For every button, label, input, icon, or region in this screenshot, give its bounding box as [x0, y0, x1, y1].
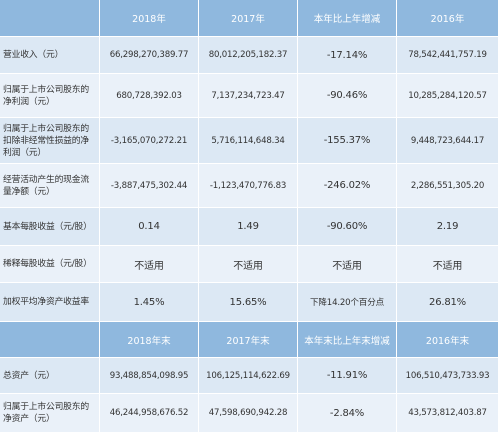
- row-roe: 加权平均净资产收益率 1.45% 15.65% 下降14.20个百分点 26.8…: [0, 283, 499, 322]
- row-total-assets: 总资产（元） 93,488,854,098.95 106,125,114,622…: [0, 358, 499, 394]
- row-net-profit: 归属于上市公司股东的净利润（元） 680,728,392.03 7,137,23…: [0, 74, 499, 118]
- header-2017: 2017年: [199, 0, 298, 37]
- value-2018: -3,887,475,302.44: [100, 164, 199, 208]
- value-2016: 26.81%: [397, 283, 499, 322]
- value-2017: 5,716,114,648.34: [199, 118, 298, 164]
- header-change-end: 本年末比上年末增减: [298, 322, 397, 358]
- value-2016: 43,573,812,403.87: [397, 394, 499, 433]
- value-2017: 106,125,114,622.69: [199, 358, 298, 394]
- header-2018: 2018年: [100, 0, 199, 37]
- value-2016: 2,286,551,305.20: [397, 164, 499, 208]
- header-2018-end: 2018年末: [100, 322, 199, 358]
- header-row-annual: 2018年 2017年 本年比上年增减 2016年: [0, 0, 499, 37]
- value-2018: 66,298,270,389.77: [100, 37, 199, 74]
- row-revenue: 营业收入（元） 66,298,270,389.77 80,012,205,182…: [0, 37, 499, 74]
- row-label: 总资产（元）: [0, 358, 100, 394]
- value-change: -11.91%: [298, 358, 397, 394]
- value-change: -90.46%: [298, 74, 397, 118]
- value-2016: 78,542,441,757.19: [397, 37, 499, 74]
- value-2018: 0.14: [100, 208, 199, 246]
- value-2017: 1.49: [199, 208, 298, 246]
- row-basic-eps: 基本每股收益（元/股） 0.14 1.49 -90.60% 2.19: [0, 208, 499, 246]
- value-2016: 不适用: [397, 246, 499, 283]
- value-2018: 46,244,958,676.52: [100, 394, 199, 433]
- row-deducted-net-profit: 归属于上市公司股东的扣除非经常性损益的净利润（元） -3,165,070,272…: [0, 118, 499, 164]
- value-2016: 2.19: [397, 208, 499, 246]
- value-change: -2.84%: [298, 394, 397, 433]
- header-2017-end: 2017年末: [199, 322, 298, 358]
- header-row-year-end: 2018年末 2017年末 本年末比上年末增减 2016年末: [0, 322, 499, 358]
- value-2016: 10,285,284,120.57: [397, 74, 499, 118]
- header-blank: [0, 0, 100, 37]
- value-2018: 不适用: [100, 246, 199, 283]
- header-2016: 2016年: [397, 0, 499, 37]
- value-2017: -1,123,470,776.83: [199, 164, 298, 208]
- value-2018: 93,488,854,098.95: [100, 358, 199, 394]
- row-label: 营业收入（元）: [0, 37, 100, 74]
- value-2017: 不适用: [199, 246, 298, 283]
- value-change: -17.14%: [298, 37, 397, 74]
- row-label: 稀释每股收益（元/股）: [0, 246, 100, 283]
- row-label: 归属于上市公司股东的净资产（元）: [0, 394, 100, 433]
- value-2018: 680,728,392.03: [100, 74, 199, 118]
- header-blank: [0, 322, 100, 358]
- row-diluted-eps: 稀释每股收益（元/股） 不适用 不适用 不适用 不适用: [0, 246, 499, 283]
- value-change: -246.02%: [298, 164, 397, 208]
- value-2018: 1.45%: [100, 283, 199, 322]
- value-2017: 15.65%: [199, 283, 298, 322]
- row-operating-cash-flow: 经营活动产生的现金流量净额（元） -3,887,475,302.44 -1,12…: [0, 164, 499, 208]
- value-2017: 80,012,205,182.37: [199, 37, 298, 74]
- value-change: -90.60%: [298, 208, 397, 246]
- value-2016: 9,448,723,644.17: [397, 118, 499, 164]
- value-2018: -3,165,070,272.21: [100, 118, 199, 164]
- header-2016-end: 2016年末: [397, 322, 499, 358]
- row-label: 归属于上市公司股东的扣除非经常性损益的净利润（元）: [0, 118, 100, 164]
- value-2017: 7,137,234,723.47: [199, 74, 298, 118]
- row-label: 基本每股收益（元/股）: [0, 208, 100, 246]
- header-change: 本年比上年增减: [298, 0, 397, 37]
- row-label: 归属于上市公司股东的净利润（元）: [0, 74, 100, 118]
- row-net-assets: 归属于上市公司股东的净资产（元） 46,244,958,676.52 47,59…: [0, 394, 499, 433]
- value-2016: 106,510,473,733.93: [397, 358, 499, 394]
- row-label: 经营活动产生的现金流量净额（元）: [0, 164, 100, 208]
- value-2017: 47,598,690,942.28: [199, 394, 298, 433]
- value-change: 下降14.20个百分点: [298, 283, 397, 322]
- value-change: -155.37%: [298, 118, 397, 164]
- value-change: 不适用: [298, 246, 397, 283]
- row-label: 加权平均净资产收益率: [0, 283, 100, 322]
